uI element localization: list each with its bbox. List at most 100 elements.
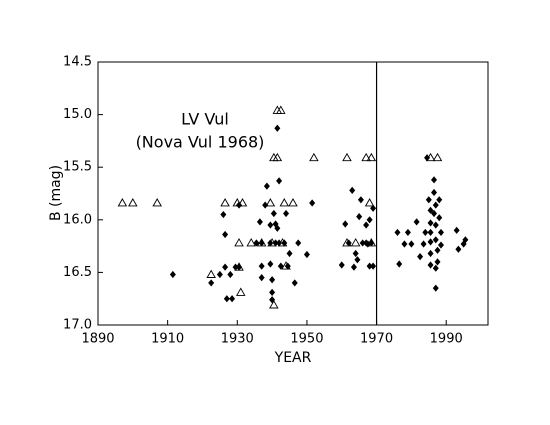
data-point — [206, 269, 216, 278]
data-point — [258, 274, 265, 282]
data-point — [267, 238, 277, 247]
data-point — [404, 228, 411, 237]
data-point — [436, 196, 443, 204]
data-point — [432, 284, 439, 292]
x-tick-label: 1970 — [360, 332, 393, 347]
data-point — [269, 288, 276, 296]
data-point — [364, 198, 375, 207]
data-point — [427, 206, 434, 214]
data-point — [425, 152, 436, 162]
data-point — [232, 198, 243, 207]
x-tick-label: 1890 — [81, 332, 114, 347]
data-point — [356, 213, 363, 221]
data-point — [276, 177, 283, 185]
data-point — [354, 256, 361, 264]
data-point — [276, 239, 283, 247]
data-point — [267, 260, 274, 268]
data-point — [462, 236, 469, 244]
data-point — [370, 204, 377, 212]
data-point — [427, 249, 434, 258]
data-point — [256, 218, 263, 226]
data-point — [269, 300, 279, 309]
data-point — [277, 238, 288, 247]
x-tick-label: 1950 — [290, 332, 323, 347]
data-point — [352, 249, 359, 258]
data-point — [236, 263, 243, 271]
data-point — [350, 238, 361, 247]
data-point — [432, 221, 439, 229]
data-point — [431, 209, 438, 218]
data-point — [263, 182, 270, 190]
annotation: LV Vul — [181, 110, 229, 129]
data-point — [417, 253, 424, 261]
data-point — [169, 270, 176, 279]
data-point — [420, 240, 427, 248]
data-point — [258, 262, 265, 270]
data-point — [413, 218, 420, 226]
annotation: (Nova Vul 1968) — [136, 133, 265, 152]
data-point — [220, 198, 230, 207]
data-point — [370, 262, 377, 270]
data-point — [437, 241, 444, 249]
data-point — [117, 198, 128, 207]
data-point — [283, 209, 290, 218]
data-point — [434, 258, 441, 266]
data-point — [453, 226, 460, 234]
x-tick-label: 1910 — [151, 332, 184, 347]
y-tick-label: 16.5 — [63, 265, 92, 280]
data-point — [235, 287, 246, 296]
data-point — [279, 198, 290, 207]
data-point — [274, 224, 281, 232]
data-point — [286, 249, 293, 258]
y-tick-label: 16.0 — [63, 212, 92, 227]
data-point — [427, 238, 434, 246]
data-point — [432, 201, 439, 209]
data-point — [394, 228, 401, 237]
data-point — [427, 228, 434, 237]
data-point — [349, 186, 356, 194]
data-point — [267, 221, 274, 229]
data-point — [361, 152, 371, 162]
data-point — [359, 239, 366, 247]
data-point — [216, 270, 223, 279]
data-point — [432, 264, 439, 272]
data-point — [288, 198, 298, 207]
data-point — [272, 239, 279, 247]
data-point — [262, 201, 269, 209]
data-point — [229, 295, 236, 303]
data-point — [265, 198, 276, 207]
data-point — [291, 279, 298, 287]
data-point — [427, 261, 434, 269]
x-axis-label: YEAR — [274, 350, 312, 366]
data-point — [431, 188, 438, 197]
data-point — [432, 236, 439, 244]
data-point — [208, 279, 215, 287]
data-point — [408, 240, 415, 248]
data-point — [270, 209, 277, 218]
data-point — [366, 216, 373, 224]
data-point — [309, 152, 319, 162]
data-point — [309, 199, 316, 207]
data-point — [223, 295, 230, 303]
data-point — [152, 198, 162, 207]
data-point — [128, 198, 138, 207]
data-point — [237, 198, 248, 207]
data-point — [432, 152, 443, 162]
data-point — [342, 220, 349, 228]
y-tick-label: 15.0 — [63, 107, 92, 122]
data-point — [431, 176, 438, 184]
data-point — [232, 263, 239, 271]
data-point — [276, 105, 286, 114]
data-point — [234, 262, 244, 271]
data-point — [222, 230, 229, 239]
data-point — [342, 152, 352, 162]
data-point — [425, 196, 432, 204]
y-tick-label: 15.5 — [63, 160, 92, 175]
data-point — [422, 228, 429, 237]
data-point — [234, 238, 244, 247]
data-point — [227, 270, 234, 279]
x-tick-label: 1930 — [221, 332, 254, 347]
data-point — [455, 245, 462, 253]
data-point — [220, 210, 227, 219]
